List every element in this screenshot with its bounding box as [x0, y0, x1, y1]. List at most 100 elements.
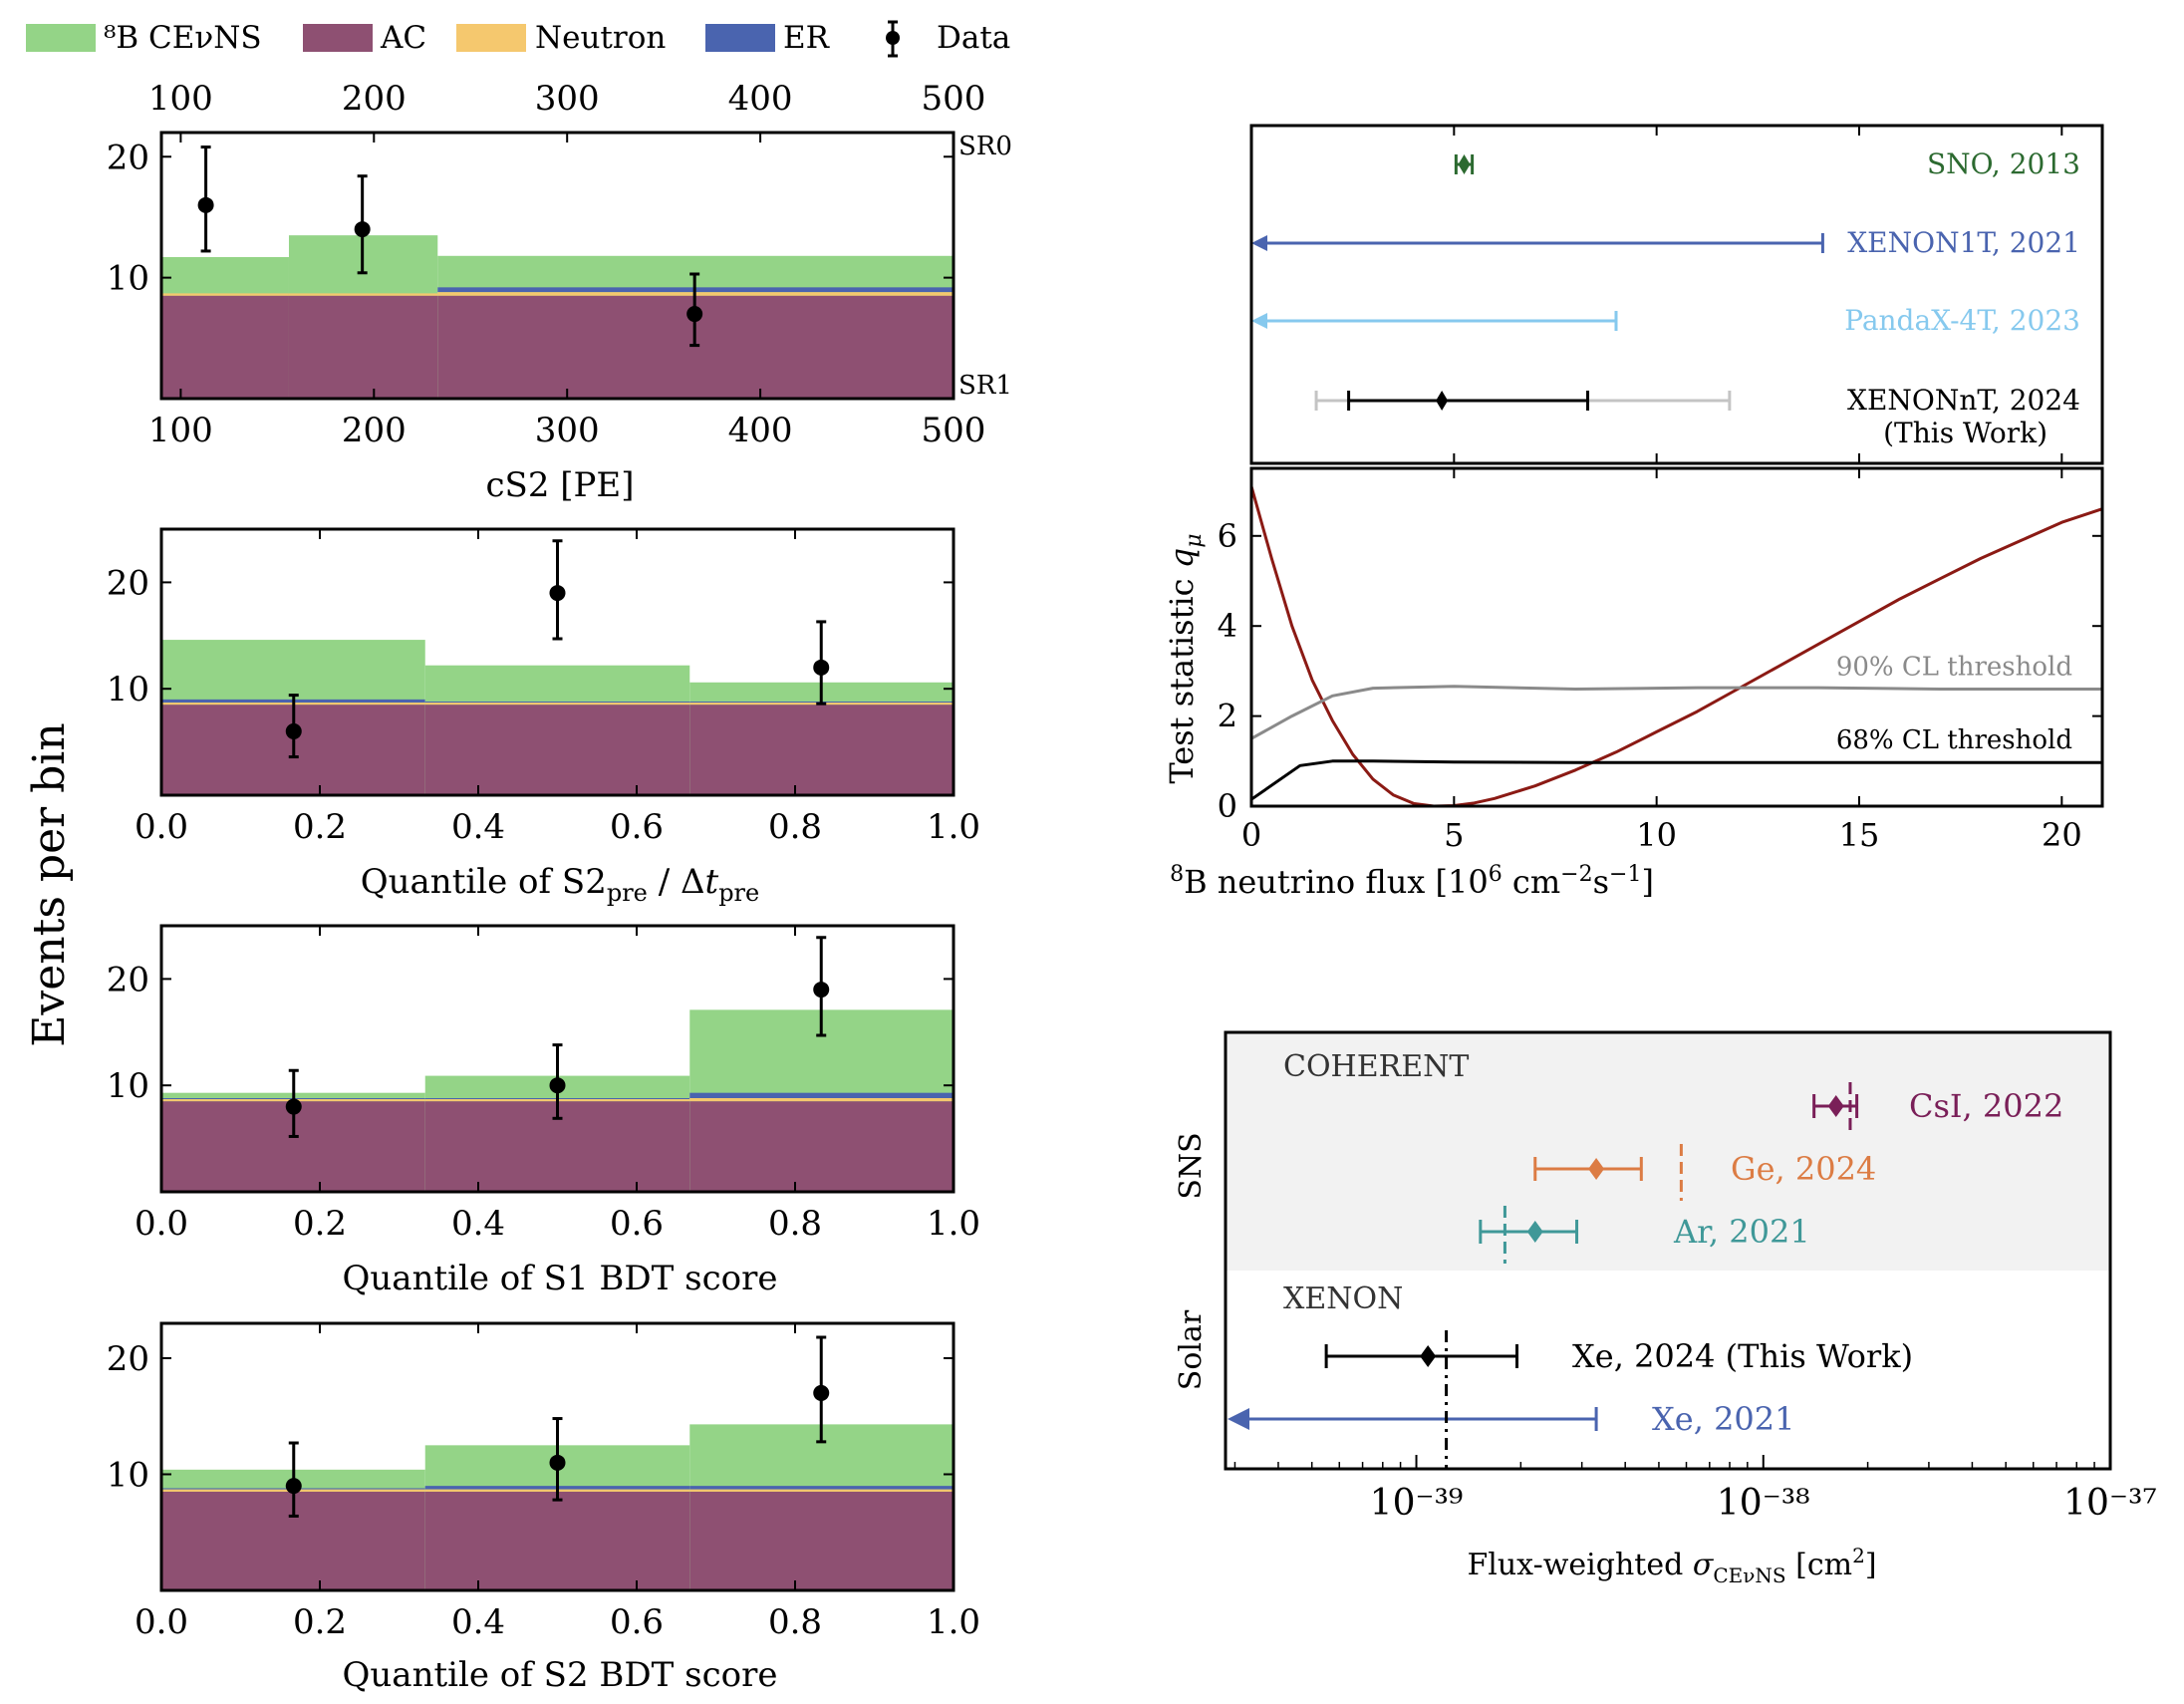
legend-entry-cevns: ⁸B CEνNS: [26, 20, 262, 56]
data-point: [813, 659, 830, 676]
entry-label: Ge, 2024: [1731, 1150, 1876, 1188]
y-tick-label: 20: [107, 1339, 149, 1379]
data-point: [549, 1454, 566, 1471]
top-tick-label: 500: [922, 79, 986, 119]
er-bar: [689, 1486, 954, 1490]
x-tick-label: 0.0: [135, 1204, 188, 1244]
entry-label: XENONnT, 2024: [1847, 384, 2080, 417]
x-tick-label: 0.0: [135, 807, 188, 847]
x-tick-label: 400: [728, 411, 793, 450]
top-tick-label: 100: [148, 79, 213, 119]
data-point: [549, 585, 566, 602]
y-tick-label: 20: [107, 563, 149, 603]
y-tick-label: 10: [107, 1066, 149, 1106]
data-point: [285, 1098, 302, 1115]
measurement-marker: [1526, 1221, 1543, 1243]
xlabel-s2pre: Quantile of S2pre / Δtpre: [361, 862, 759, 907]
x-tick-label: 0.4: [451, 807, 505, 847]
entry-label: SNO, 2013: [1927, 147, 2080, 180]
ac-bar: [689, 705, 954, 795]
legend-label-er: ER: [783, 20, 831, 56]
shared-ylabel: Events per bin: [24, 722, 75, 1046]
entry-label: PandaX-4T, 2023: [1844, 304, 2080, 337]
axes-frame: [1249, 124, 2104, 465]
sr0-label: SR0: [958, 132, 1012, 161]
data-point: [354, 221, 371, 238]
entry-label: XENON1T, 2021: [1847, 226, 2080, 259]
data-point: [197, 196, 214, 213]
series-line: [1249, 485, 2103, 808]
histogram-s2pre: 0.0 0.2 0.4 0.6 0.8 1.0 10 20: [107, 527, 980, 847]
measurement-marker: [1827, 1095, 1844, 1117]
x-tick-label: 300: [535, 411, 600, 450]
legend-entry-data: Data: [886, 20, 1010, 58]
axes-frame: [1249, 466, 2104, 808]
x-tick-label: 10: [1636, 816, 1677, 854]
teststat-xlabel: 8B neutrino flux [106 cm−2s−1]: [1170, 862, 1654, 901]
x-tick-label: 500: [922, 411, 986, 450]
ac-bar: [424, 705, 690, 795]
y-tick-label: 4: [1218, 607, 1237, 645]
x-tick-label: 10⁻³⁸: [1717, 1483, 1810, 1524]
ac-bar: [288, 295, 438, 399]
group-label-solar: Solar: [1174, 1309, 1209, 1390]
legend: ⁸B CEνNS AC Neutron ER Data: [26, 20, 1010, 58]
entry-label: Xe, 2024 (This Work): [1572, 1337, 1913, 1375]
data-point: [686, 306, 703, 323]
xlabel-s2bdt: Quantile of S2 BDT score: [343, 1655, 778, 1695]
entry-label: Xe, 2021: [1652, 1400, 1795, 1438]
data-point: [285, 1478, 302, 1495]
x-tick-label: 5: [1444, 816, 1464, 854]
measurement-marker: [1588, 1158, 1605, 1180]
cross-section-panel: COHERENT XENON SNS Solar CsI, 2022 Ge, 2024 Ar…: [1174, 1030, 2157, 1524]
cs2-top-axis: 100 200 300 400 500 SR0 SR1: [148, 79, 1012, 401]
xlabel-s1bdt: Quantile of S1 BDT score: [343, 1259, 778, 1298]
x-tick-label: 0.2: [293, 1602, 347, 1642]
neutron-bar: [689, 1489, 954, 1492]
x-tick-label: 1.0: [927, 1602, 980, 1642]
cl90-annotation: 90% CL threshold: [1836, 652, 2072, 682]
cl68-annotation: 68% CL threshold: [1836, 725, 2072, 755]
x-tick-label: 0.8: [768, 1204, 822, 1244]
neutron-bar: [161, 293, 289, 296]
x-tick-label: 0: [1241, 816, 1261, 854]
data-point: [549, 1077, 566, 1094]
x-tick-label: 15: [1839, 816, 1880, 854]
data-point: [813, 1384, 830, 1401]
legend-label-cevns: ⁸B CEνNS: [104, 20, 262, 56]
xsec-xlabel: Flux-weighted σCEνNS [cm2]: [1467, 1544, 1876, 1587]
teststat-ylabel: Test statistic qμ: [1163, 533, 1207, 783]
limit-arrow: [1251, 235, 1267, 251]
coherent-label: COHERENT: [1283, 1049, 1469, 1084]
y-tick-label: 10: [107, 670, 149, 710]
entry-label: CsI, 2022: [1909, 1087, 2063, 1125]
ac-bar: [161, 295, 289, 399]
entry-label: Ar, 2021: [1673, 1213, 1810, 1251]
measurement-marker: [1436, 391, 1449, 411]
x-tick-label: 0.6: [610, 807, 664, 847]
sr1-label: SR1: [958, 371, 1012, 401]
axes-frame: [159, 527, 956, 797]
legend-entry-er: ER: [705, 20, 831, 56]
axes-frame: [159, 924, 956, 1194]
data-point: [285, 722, 302, 739]
top-tick-label: 300: [535, 79, 600, 119]
histogram-s1bdt: 0.0 0.2 0.4 0.6 0.8 1.0 10 20: [107, 924, 980, 1244]
series-line: [1250, 685, 2102, 740]
x-tick-label: 0.8: [768, 1602, 822, 1642]
y-tick-label: 10: [107, 259, 149, 299]
top-tick-label: 400: [728, 79, 793, 119]
measurement-marker: [1420, 1345, 1437, 1367]
x-tick-label: 1.0: [927, 1204, 980, 1244]
legend-entry-neutron: Neutron: [456, 20, 666, 56]
legend-label-neutron: Neutron: [535, 20, 666, 56]
x-tick-label: 100: [148, 411, 213, 450]
axes-frame: [1224, 1030, 2112, 1471]
x-tick-label: 1.0: [927, 807, 980, 847]
y-tick-label: 20: [107, 960, 149, 999]
y-tick-label: 20: [107, 138, 149, 177]
y-tick-label: 6: [1218, 517, 1237, 555]
ac-bar: [424, 1491, 690, 1590]
